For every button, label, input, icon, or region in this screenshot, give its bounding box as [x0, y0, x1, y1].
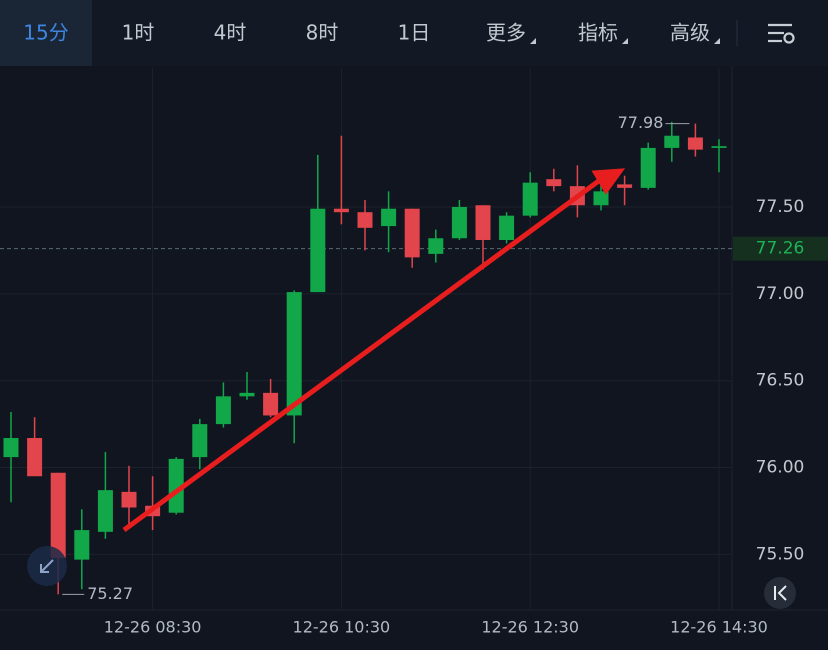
timeframe-tab[interactable]: 指标 [578, 21, 618, 45]
candle-body [168, 458, 184, 513]
candle-body [286, 292, 302, 416]
y-tick-label: 76.00 [756, 458, 805, 478]
candle-body [27, 438, 43, 477]
x-tick-label: 12-26 10:30 [293, 618, 391, 637]
y-tick-label: 77.50 [756, 197, 805, 217]
candle-body [3, 438, 19, 458]
candle-body [664, 135, 680, 148]
candle-body [239, 392, 255, 397]
candle-body [593, 191, 609, 206]
candle-body [74, 530, 90, 560]
candle-body [546, 179, 562, 187]
settings-icon[interactable] [768, 23, 795, 44]
timeframe-tab[interactable]: 4时 [214, 21, 247, 45]
candle-body [97, 490, 113, 532]
dropdown-caret [530, 38, 536, 44]
timeframe-tab[interactable]: 8时 [306, 21, 339, 45]
candle-body [451, 206, 467, 239]
last-price-label: 77.26 [756, 239, 805, 259]
candle-body [263, 392, 279, 416]
candle-body [192, 424, 208, 458]
scroll-to-latest-button[interactable] [764, 577, 796, 609]
y-tick-label: 76.50 [756, 371, 805, 391]
dropdown-caret [622, 38, 628, 44]
candle-body [310, 208, 326, 293]
plot: 75.50 76.00 76.50 77.00 77.50 12-26 08:30 12-2… [0, 68, 828, 637]
toolbar [0, 0, 828, 66]
timeframe-tab[interactable]: 高级 [670, 21, 710, 45]
timeframe-tab[interactable]: 1日 [398, 21, 431, 45]
x-tick-label: 12-26 14:30 [670, 618, 768, 637]
active-tab-bg [0, 0, 92, 66]
candle-body [499, 215, 515, 240]
candle-body [215, 396, 231, 425]
candle-body [617, 184, 633, 188]
y-tick-label: 77.00 [756, 284, 805, 304]
x-tick-label: 12-26 08:30 [104, 618, 202, 637]
min-marker-label: 75.27 [87, 584, 133, 603]
candle-body [711, 146, 727, 148]
timeframe-tab[interactable]: 更多 [486, 21, 526, 45]
candle-body [475, 205, 491, 240]
timeframe-tab[interactable]: 15分 [23, 21, 68, 45]
y-tick-label: 75.50 [756, 544, 805, 564]
candle-body [121, 491, 137, 508]
candle-body [640, 147, 656, 188]
candle-body [381, 208, 397, 227]
candle-body [357, 212, 373, 228]
dropdown-caret [714, 38, 720, 44]
last-price-box [733, 236, 828, 261]
zoom-button[interactable] [27, 546, 67, 586]
x-tick-label: 12-26 12:30 [481, 618, 579, 637]
candle-body [428, 238, 444, 254]
max-marker-label: 77.98 [618, 113, 664, 132]
candle-body [522, 182, 538, 216]
timeframe-tab[interactable]: 1时 [122, 21, 155, 45]
candle-body [687, 137, 703, 150]
trend-arrow [122, 168, 626, 533]
candle-body [333, 208, 349, 213]
candle-body [404, 208, 420, 258]
candle-body [50, 472, 66, 558]
